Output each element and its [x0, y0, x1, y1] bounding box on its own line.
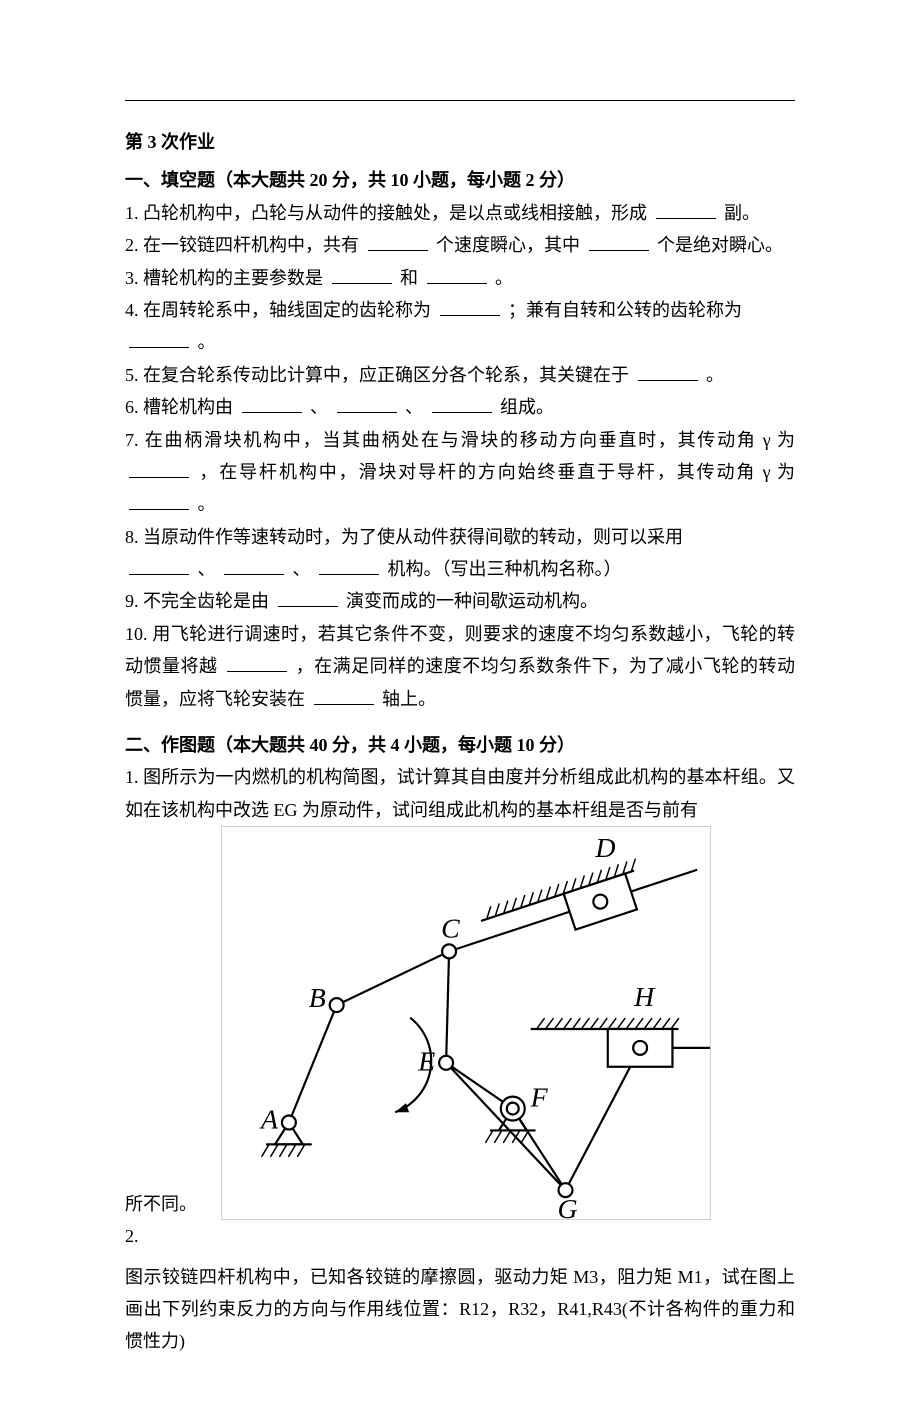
q4: 4. 在周转轮系中，轴线固定的齿轮称为 ；兼有自转和公转的齿轮称为 。	[125, 294, 795, 359]
q9-text-pre: 9. 不完全齿轮是由	[125, 591, 274, 611]
blank	[227, 654, 287, 672]
q5-text-post: 。	[702, 365, 725, 385]
q1: 1. 凸轮机构中，凸轮与从动件的接触处，是以点或线相接触，形成 副。	[125, 197, 795, 229]
svg-text:C: C	[441, 914, 460, 945]
q6: 6. 槽轮机构由 、 、 组成。	[125, 391, 795, 423]
blank	[589, 233, 649, 251]
q2-text-mid: 个速度瞬心，其中	[432, 235, 585, 255]
svg-text:G: G	[558, 1194, 578, 1220]
s2-q2-text: 图示铰链四杆机构中，已知各铰链的摩擦圆，驱动力矩 M3，阻力矩 M1，试在图上画…	[125, 1261, 795, 1358]
q2: 2. 在一铰链四杆机构中，共有 个速度瞬心，其中 个是绝对瞬心。	[125, 229, 795, 261]
q8-sep1: 、	[193, 559, 220, 579]
q7-text-mid: ，在导杆机构中，滑块对导杆的方向始终垂直于导杆，其传动角 γ 为	[193, 462, 795, 482]
figure-container: A B C D E F G H	[197, 826, 711, 1220]
q3: 3. 槽轮机构的主要参数是 和 。	[125, 262, 795, 294]
blank	[638, 363, 698, 381]
blank	[332, 266, 392, 284]
blank	[129, 557, 189, 575]
svg-text:B: B	[309, 983, 326, 1014]
q4-text-post: 。	[193, 332, 216, 352]
blank	[337, 395, 397, 413]
s2-q1: 1. 图所示为一内燃机的机构简图，试计算其自由度并分析组成此机构的基本杆组。又如…	[125, 761, 795, 826]
q7-text-pre: 7. 在曲柄滑块机构中，当其曲柄处在与滑块的移动方向垂直时，其传动角 γ 为	[125, 430, 795, 450]
q9-text-post: 演变而成的一种间歇运动机构。	[342, 591, 599, 611]
q1-text-pre: 1. 凸轮机构中，凸轮与从动件的接触处，是以点或线相接触，形成	[125, 203, 652, 223]
s2-q1-cont: 所不同。	[125, 1188, 197, 1220]
blank	[242, 395, 302, 413]
blank	[440, 298, 500, 316]
svg-text:D: D	[594, 833, 615, 864]
q3-text-post: 。	[491, 268, 514, 288]
blank	[319, 557, 379, 575]
q8-text-post: 机构。（写出三种机构名称。）	[383, 559, 622, 579]
q9: 9. 不完全齿轮是由 演变而成的一种间歇运动机构。	[125, 585, 795, 617]
svg-text:H: H	[633, 982, 656, 1013]
q5: 5. 在复合轮系传动比计算中，应正确区分各个轮系，其关键在于 。	[125, 359, 795, 391]
q4-text-mid: ；兼有自转和公转的齿轮称为	[504, 300, 743, 320]
q10: 10. 用飞轮进行调速时，若其它条件不变，则要求的速度不均匀系数越小，飞轮的转动…	[125, 618, 795, 715]
blank	[368, 233, 428, 251]
q10-text-post: 轴上。	[378, 689, 437, 709]
q6-sep2: 、	[401, 397, 428, 417]
q4-text-pre: 4. 在周转轮系中，轴线固定的齿轮称为	[125, 300, 436, 320]
q2-text-pre: 2. 在一铰链四杆机构中，共有	[125, 235, 364, 255]
mechanism-diagram: A B C D E F G H	[221, 826, 711, 1220]
q8-text-pre: 8. 当原动件作等速转动时，为了使从动件获得间歇的转动，则可以采用	[125, 527, 683, 547]
s2-q2: 2.	[125, 1220, 795, 1252]
figure-row: 所不同。 A B C D E F G H	[125, 826, 795, 1220]
blank	[129, 492, 189, 510]
q5-text-pre: 5. 在复合轮系传动比计算中，应正确区分各个轮系，其关键在于	[125, 365, 634, 385]
blank	[432, 395, 492, 413]
blank	[656, 201, 716, 219]
assignment-title: 第 3 次作业	[125, 126, 795, 158]
q1-text-post: 副。	[720, 203, 761, 223]
section1-title: 一、填空题（本大题共 20 分，共 10 小题，每小题 2 分）	[125, 164, 795, 196]
q8-sep2: 、	[288, 559, 315, 579]
blank	[314, 687, 374, 705]
header-rule	[125, 100, 795, 101]
svg-text:F: F	[530, 1083, 549, 1114]
q7-text-post: 。	[193, 494, 216, 514]
q8: 8. 当原动件作等速转动时，为了使从动件获得间歇的转动，则可以采用 、 、 机构…	[125, 521, 795, 586]
svg-text:E: E	[417, 1047, 435, 1078]
svg-text:A: A	[259, 1105, 279, 1136]
q6-text-pre: 6. 槽轮机构由	[125, 397, 238, 417]
q2-text-post: 个是绝对瞬心。	[653, 235, 784, 255]
q7: 7. 在曲柄滑块机构中，当其曲柄处在与滑块的移动方向垂直时，其传动角 γ 为 ，…	[125, 424, 795, 521]
q3-text-pre: 3. 槽轮机构的主要参数是	[125, 268, 328, 288]
section2-title: 二、作图题（本大题共 40 分，共 4 小题，每小题 10 分）	[125, 729, 795, 761]
blank	[129, 460, 189, 478]
q10-text-mid: ，在满足同样的速度不均匀系数条件下，为了减小飞轮的转动惯量，应将飞轮安装在	[125, 656, 795, 708]
blank	[224, 557, 284, 575]
q3-text-mid: 和	[396, 268, 423, 288]
blank	[427, 266, 487, 284]
q6-text-post: 组成。	[496, 397, 555, 417]
q6-sep1: 、	[306, 397, 333, 417]
blank	[278, 589, 338, 607]
blank	[129, 330, 189, 348]
